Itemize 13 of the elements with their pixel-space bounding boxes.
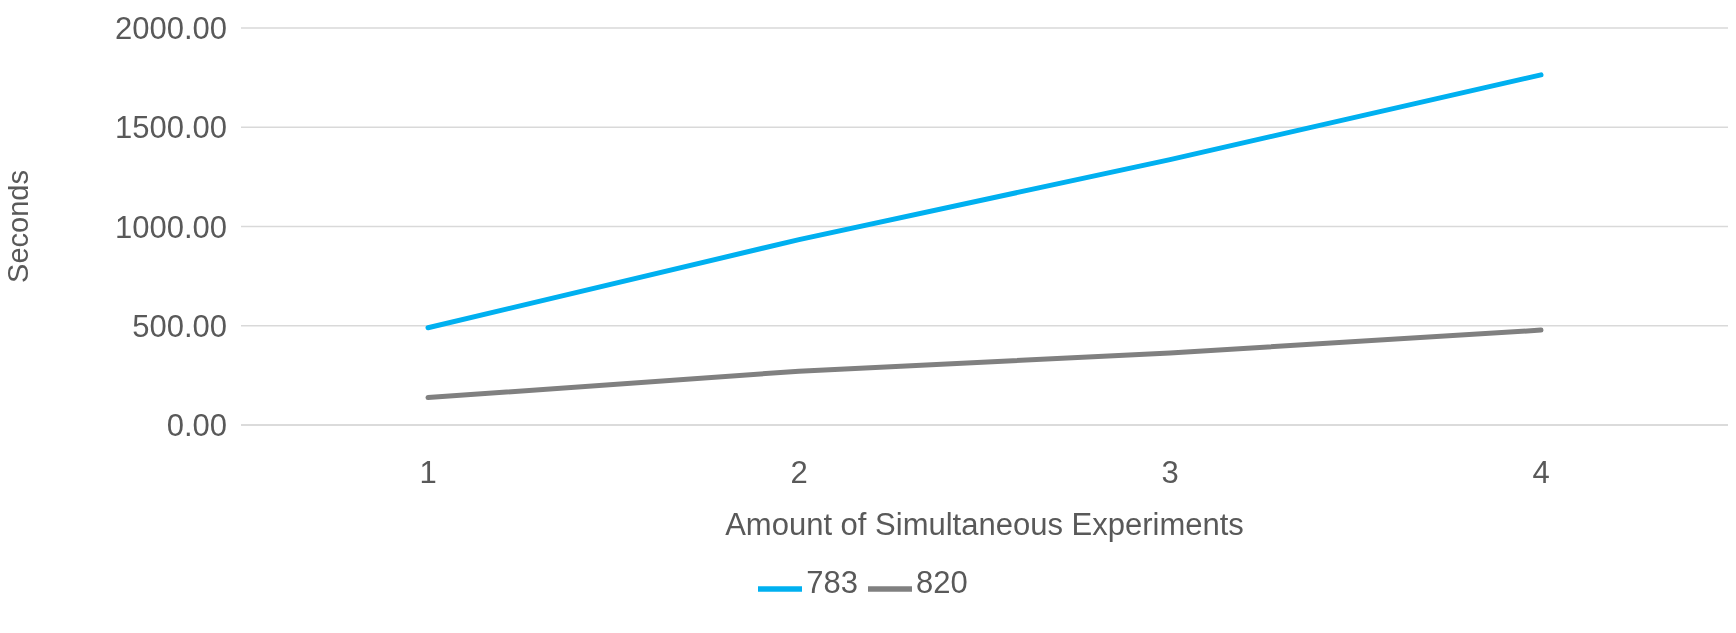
- x-tick-label: 1: [419, 455, 437, 491]
- x-tick-label: 3: [1161, 455, 1179, 491]
- y-tick-label: 1000.00: [114, 209, 227, 245]
- y-tick-label: 1500.00: [114, 110, 227, 146]
- y-tick-label: 2000.00: [114, 11, 227, 47]
- legend-label: 820: [916, 565, 968, 600]
- y-tick-label: 0.00: [166, 408, 227, 444]
- x-axis-title: Amount of Simultaneous Experiments: [725, 507, 1244, 542]
- x-tick-label: 4: [1532, 455, 1550, 491]
- legend-label: 783: [806, 565, 858, 600]
- y-tick-label: 500.00: [132, 308, 227, 344]
- x-tick-label: 2: [790, 455, 808, 491]
- y-axis-title: Seconds: [2, 170, 35, 283]
